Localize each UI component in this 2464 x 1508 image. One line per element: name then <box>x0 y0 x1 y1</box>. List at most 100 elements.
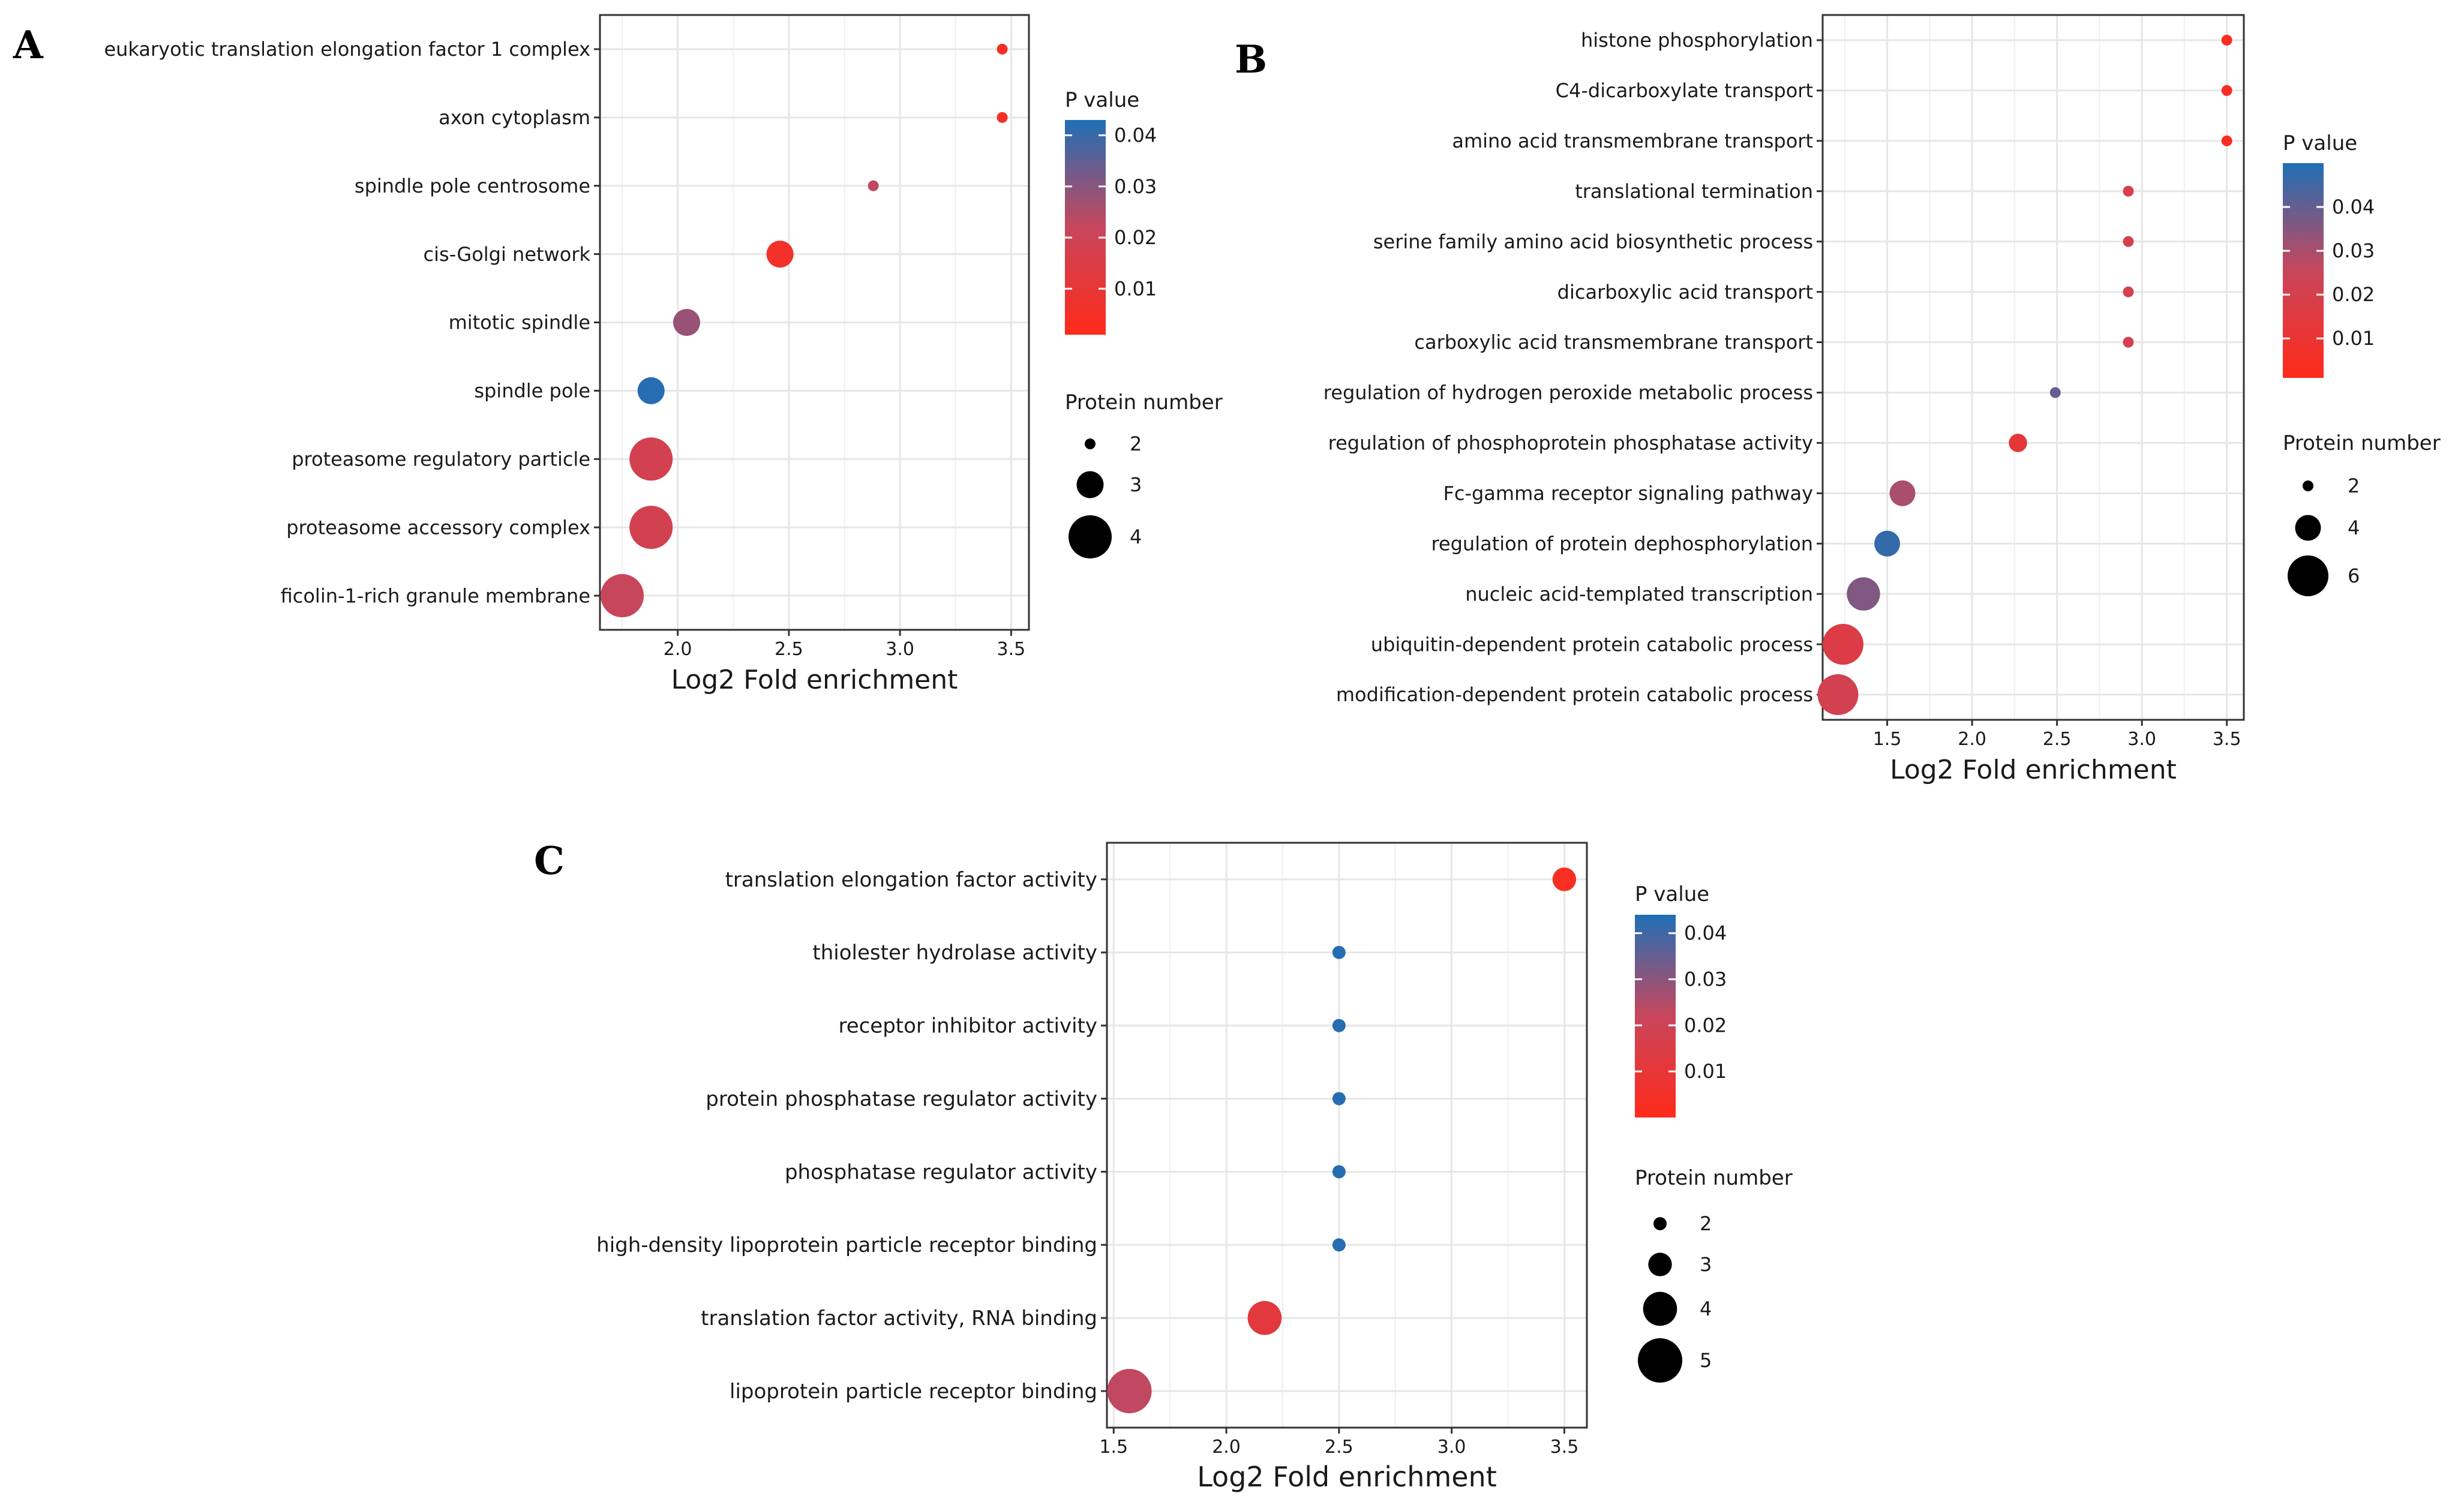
data-point-b <box>1847 577 1880 611</box>
category-label-a: axon cytoplasm <box>439 106 590 129</box>
size-legend-dot-c <box>1638 1338 1682 1383</box>
data-point-c <box>1332 1092 1346 1106</box>
category-label-c: phosphatase regulator activity <box>785 1160 1097 1184</box>
size-legend-label-b: 2 <box>2348 474 2360 497</box>
plot-border-a <box>599 14 1030 631</box>
data-point-c <box>1247 1300 1282 1335</box>
plot-border-c <box>1106 842 1588 1429</box>
category-label-b: serine family amino acid biosynthetic pr… <box>1373 230 1813 253</box>
data-point-c <box>1332 1238 1346 1252</box>
data-point-b <box>2049 387 2061 398</box>
size-legend-label-c: 5 <box>1700 1349 1712 1372</box>
colorbar-tick-label-c: 0.03 <box>1684 968 1727 991</box>
size-legend-label-b: 6 <box>2348 564 2360 587</box>
colorbar-tick-label-a: 0.01 <box>1114 277 1157 300</box>
x-tick-label-b: 3.0 <box>2127 729 2156 750</box>
x-axis-label-b: Log2 Fold enrichment <box>1890 755 2177 785</box>
size-legend-label-a: 4 <box>1130 525 1142 548</box>
size-legend-label-c: 2 <box>1700 1212 1712 1235</box>
panel-letter-a: A <box>13 23 43 68</box>
data-point-a <box>997 43 1008 55</box>
category-label-c: translation factor activity, RNA binding <box>701 1306 1097 1330</box>
size-legend-dot-b <box>2288 555 2328 596</box>
x-tick-label-b: 2.0 <box>1958 729 1986 750</box>
data-point-c <box>1107 1369 1152 1414</box>
colorbar-tick-label-b: 0.04 <box>2332 196 2375 218</box>
panel-letter-c: C <box>534 839 565 884</box>
data-point-b <box>2123 185 2134 197</box>
category-label-b: C4-dicarboxylate transport <box>1556 79 1813 102</box>
data-point-a <box>673 309 700 336</box>
category-label-a: eukaryotic translation elongation factor… <box>104 38 590 61</box>
category-label-a: spindle pole centrosome <box>355 175 590 197</box>
category-label-a: mitotic spindle <box>449 311 590 334</box>
data-point-a <box>997 112 1008 123</box>
category-label-a: proteasome regulatory particle <box>292 447 590 470</box>
x-tick-label-c: 2.5 <box>1325 1437 1353 1458</box>
color-legend-title-a: P value <box>1065 88 1139 112</box>
category-label-c: thiolester hydrolase activity <box>812 941 1097 965</box>
x-tick-label-a: 3.5 <box>997 639 1026 660</box>
category-label-b: carboxylic acid transmembrane transport <box>1414 331 1813 354</box>
x-tick-label-b: 2.5 <box>2043 729 2072 750</box>
category-label-b: translational termination <box>1575 180 1813 203</box>
category-label-c: lipoprotein particle receptor binding <box>730 1380 1097 1404</box>
category-label-a: spindle pole <box>474 380 590 402</box>
x-tick-label-a: 3.0 <box>886 639 914 660</box>
category-label-b: regulation of phosphoprotein phosphatase… <box>1328 432 1813 455</box>
category-label-b: Fc-gamma receptor signaling pathway <box>1443 482 1813 505</box>
data-point-b <box>1822 624 1863 665</box>
data-point-b <box>2123 236 2134 247</box>
data-point-b <box>1874 530 1901 557</box>
x-tick-label-b: 1.5 <box>1873 729 1902 750</box>
data-point-b <box>2221 85 2232 96</box>
panel-c: 1.5 2.0 2.5 3.0 3.5 translation elongation fa… <box>596 842 1793 1493</box>
panel-b: 1.5 2.0 2.5 3.0 3.5 histone phosphorylation C4… <box>1323 14 2441 785</box>
size-legend-label-c: 4 <box>1700 1297 1712 1320</box>
category-label-b: amino acid transmembrane transport <box>1452 130 1813 152</box>
colorbar-tick-label-b: 0.03 <box>2332 239 2375 262</box>
data-point-b <box>2009 434 2027 452</box>
data-point-a <box>629 506 673 549</box>
size-legend-label-a: 2 <box>1130 432 1142 455</box>
category-label-c: high-density lipoprotein particle recept… <box>596 1233 1097 1257</box>
x-axis-label-a: Log2 Fold enrichment <box>671 665 958 695</box>
x-tick-label-c: 1.5 <box>1099 1437 1128 1458</box>
category-label-b: dicarboxylic acid transport <box>1557 281 1813 304</box>
colorbar-tick-label-c: 0.02 <box>1684 1014 1727 1037</box>
size-legend-dot-c <box>1653 1217 1667 1230</box>
category-label-c: protein phosphatase regulator activity <box>706 1087 1097 1111</box>
data-point-c <box>1332 945 1346 959</box>
data-point-a <box>868 180 879 191</box>
size-legend-title-a: Protein number <box>1065 390 1223 414</box>
colorbar-b <box>2283 163 2324 378</box>
data-point-a <box>629 437 673 481</box>
x-tick-label-a: 2.5 <box>775 639 803 660</box>
colorbar-c <box>1635 915 1676 1118</box>
data-point-b <box>1817 674 1859 716</box>
colorbar-tick-label-a: 0.02 <box>1114 226 1157 249</box>
size-legend-dot-b <box>2303 480 2313 491</box>
size-legend-dot-c <box>1648 1252 1672 1276</box>
category-label-a: ficolin-1-rich granule membrane <box>281 584 590 607</box>
size-legend-dot-b <box>2295 515 2321 541</box>
size-legend-dot-c <box>1643 1291 1677 1326</box>
panel-letter-b: B <box>1235 37 1268 82</box>
category-label-b: regulation of protein dephosphorylation <box>1431 532 1813 555</box>
plot-border-b <box>1821 14 2245 721</box>
data-point-b <box>2123 337 2134 348</box>
x-tick-label-c: 3.5 <box>1550 1437 1579 1458</box>
size-legend-dot-a <box>1069 515 1112 558</box>
data-point-c <box>1552 867 1577 891</box>
data-point-a <box>637 377 665 404</box>
data-point-c <box>1332 1019 1346 1032</box>
category-label-a: cis-Golgi network <box>424 243 591 266</box>
size-legend-dot-a <box>1076 471 1104 498</box>
data-point-b <box>2123 286 2134 298</box>
size-legend-label-a: 3 <box>1130 473 1142 496</box>
size-legend-title-b: Protein number <box>2283 431 2441 455</box>
color-legend-title-b: P value <box>2283 131 2357 155</box>
size-legend-label-b: 4 <box>2348 516 2360 539</box>
category-label-b: regulation of hydrogen peroxide metaboli… <box>1323 381 1813 404</box>
